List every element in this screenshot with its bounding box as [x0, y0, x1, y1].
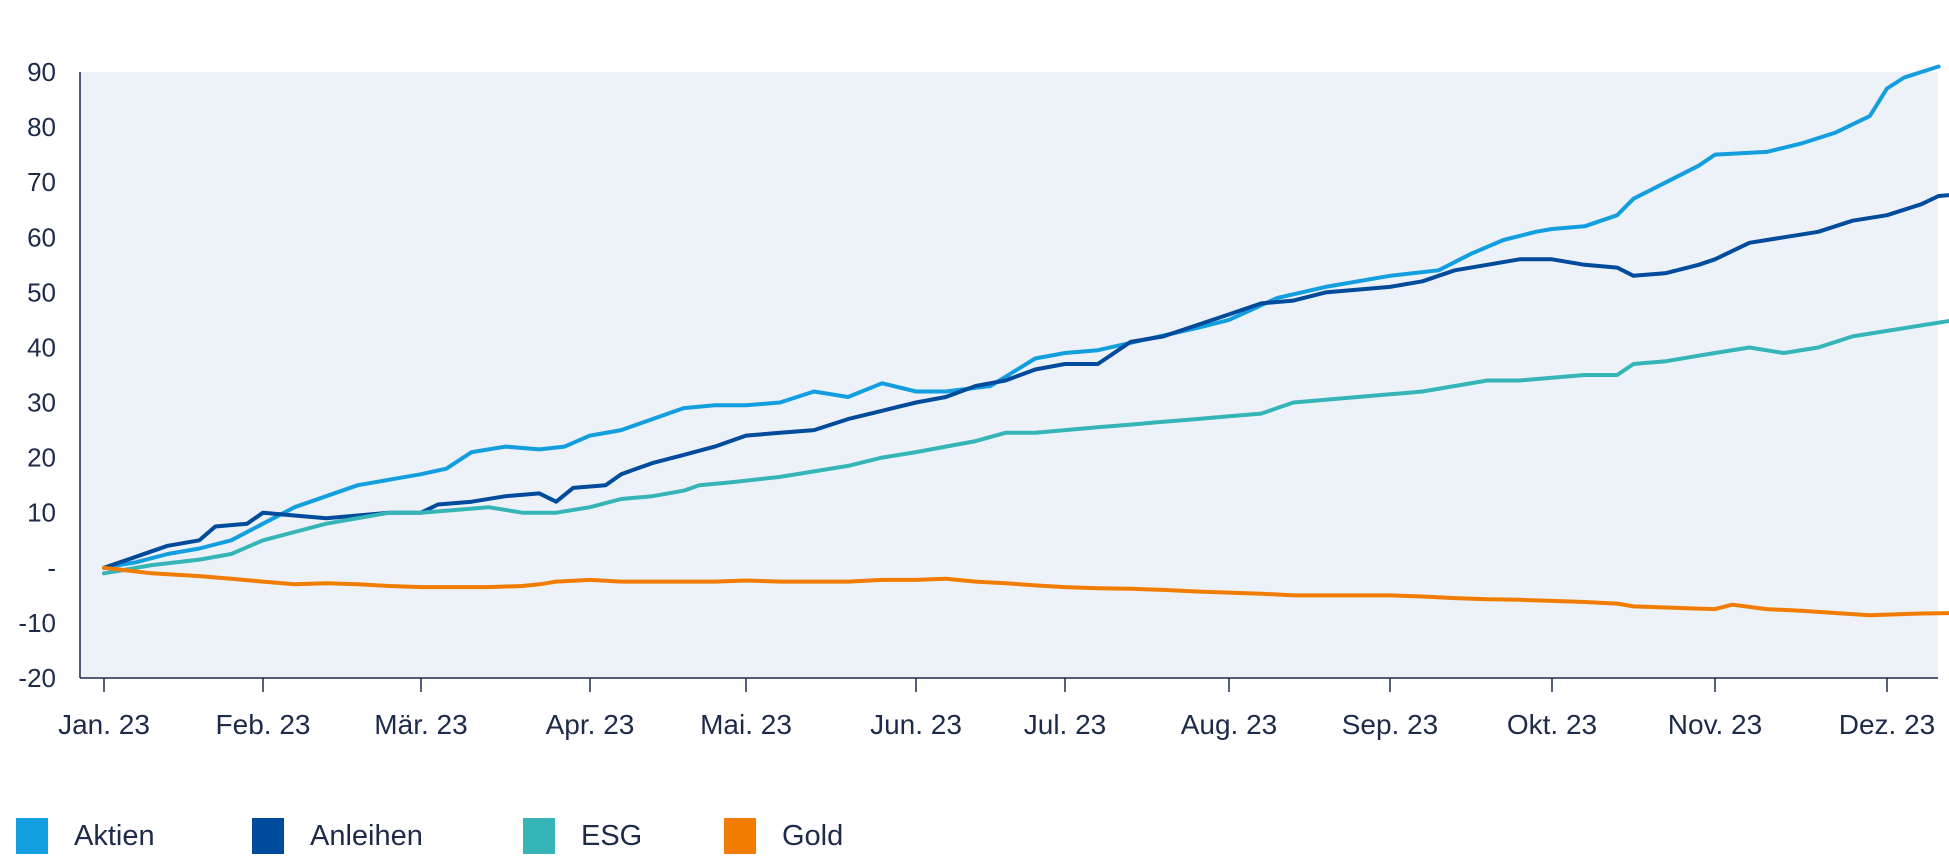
x-tick-label: Sep. 23	[1342, 709, 1439, 740]
y-tick-label: 10	[27, 498, 56, 528]
y-tick-label: 50	[27, 277, 56, 307]
x-tick-label: Nov. 23	[1668, 709, 1762, 740]
y-tick-label: -20	[18, 663, 56, 693]
y-tick-label: 80	[27, 112, 56, 142]
x-tick-label: Feb. 23	[216, 709, 311, 740]
legend-label-gold: Gold	[782, 819, 844, 852]
x-tick-label: Jul. 23	[1024, 709, 1107, 740]
y-tick-label: 40	[27, 332, 56, 362]
x-tick-label: Jan. 23	[58, 709, 150, 740]
y-axis: 90 80 70 60 50 40 30 20 10 - -10 -20	[18, 57, 81, 693]
legend-swatch-esg	[523, 818, 555, 854]
legend-item-gold[interactable]: Gold	[724, 818, 843, 854]
y-tick-label: 90	[27, 57, 56, 87]
x-tick-label: Apr. 23	[546, 709, 635, 740]
legend-label-anleihen: Anleihen	[310, 819, 423, 852]
legend-item-anleihen[interactable]: Anleihen	[252, 818, 523, 854]
y-tick-label: -	[47, 553, 56, 583]
y-tick-label: 20	[27, 443, 56, 473]
x-tick-label: Okt. 23	[1507, 709, 1597, 740]
legend: Aktien Anleihen ESG Gold	[16, 818, 843, 854]
x-tick-label: Aug. 23	[1181, 709, 1278, 740]
legend-item-esg[interactable]: ESG	[523, 818, 724, 854]
x-axis: Jan. 23 Feb. 23 Mär. 23 Apr. 23 Mai. 23 Jun. …	[58, 677, 1938, 740]
x-tick-label: Mai. 23	[700, 709, 792, 740]
legend-swatch-aktien	[16, 818, 48, 854]
legend-item-aktien[interactable]: Aktien	[16, 818, 252, 854]
series-line-esg	[102, 318, 1949, 576]
x-tick-label: Mär. 23	[374, 709, 467, 740]
y-tick-label: -10	[18, 608, 56, 638]
legend-swatch-gold	[724, 818, 756, 854]
y-tick-label: 60	[27, 222, 56, 252]
x-tick-label: Jun. 23	[870, 709, 962, 740]
y-tick-label: 70	[27, 167, 56, 197]
legend-label-esg: ESG	[581, 819, 643, 852]
legend-label-aktien: Aktien	[74, 819, 155, 852]
x-tick-label: Dez. 23	[1839, 709, 1936, 740]
series-line-gold	[102, 565, 1949, 618]
legend-swatch-anleihen	[252, 818, 284, 854]
series-layer	[102, 64, 1949, 618]
series-line-aktien	[102, 64, 1941, 570]
y-tick-label: 30	[27, 388, 56, 418]
